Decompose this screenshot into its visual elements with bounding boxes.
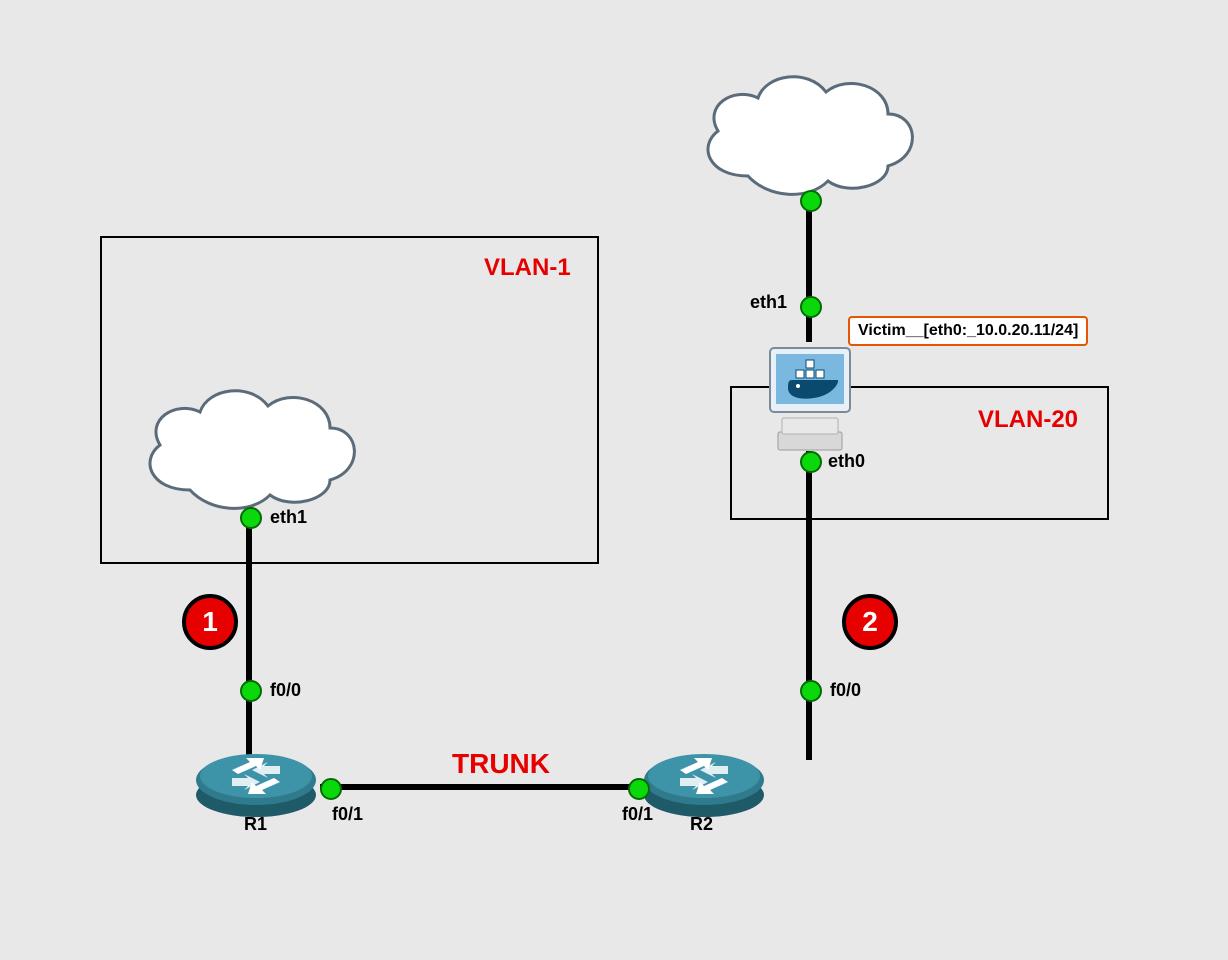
link-host-r2 [806, 451, 812, 760]
internal-cloud-icon [130, 370, 370, 520]
port-host-eth0 [800, 451, 822, 473]
port-r2-f00 [800, 680, 822, 702]
internet-cloud-icon [688, 56, 928, 206]
port-r1-f01 [320, 778, 342, 800]
port-r2-f00-label: f0/0 [830, 680, 861, 701]
port-internal-eth1-label: eth1 [270, 507, 307, 528]
port-host-eth1-label: eth1 [750, 292, 787, 313]
port-r2-f01 [628, 778, 650, 800]
victim-host-icon [750, 340, 870, 456]
diagram-canvas: VLAN-1 VLAN-20 Internal_Cloud Internet_C… [0, 0, 1228, 960]
badge-2: 2 [842, 594, 898, 650]
port-r1-f00-label: f0/0 [270, 680, 301, 701]
victim-host-label: Victim__[eth0:_10.0.20.11/24] [848, 316, 1088, 346]
badge-1: 1 [182, 594, 238, 650]
router-r1-icon [192, 740, 320, 820]
trunk-label: TRUNK [452, 748, 550, 780]
router-r2-label: R2 [690, 814, 713, 835]
port-r1-f00 [240, 680, 262, 702]
port-r1-f01-label: f0/1 [332, 804, 363, 825]
router-r1-label: R1 [244, 814, 267, 835]
router-r2-icon [640, 740, 768, 820]
port-r2-f01-label: f0/1 [622, 804, 653, 825]
link-internal-r1 [246, 507, 252, 760]
port-internal-eth1 [240, 507, 262, 529]
vlan-1-title: VLAN-1 [484, 254, 571, 282]
port-host-eth1 [800, 296, 822, 318]
link-internet-host [806, 190, 812, 342]
port-internet-bottom [800, 190, 822, 212]
vlan-20-title: VLAN-20 [978, 406, 1078, 434]
port-host-eth0-label: eth0 [828, 451, 865, 472]
